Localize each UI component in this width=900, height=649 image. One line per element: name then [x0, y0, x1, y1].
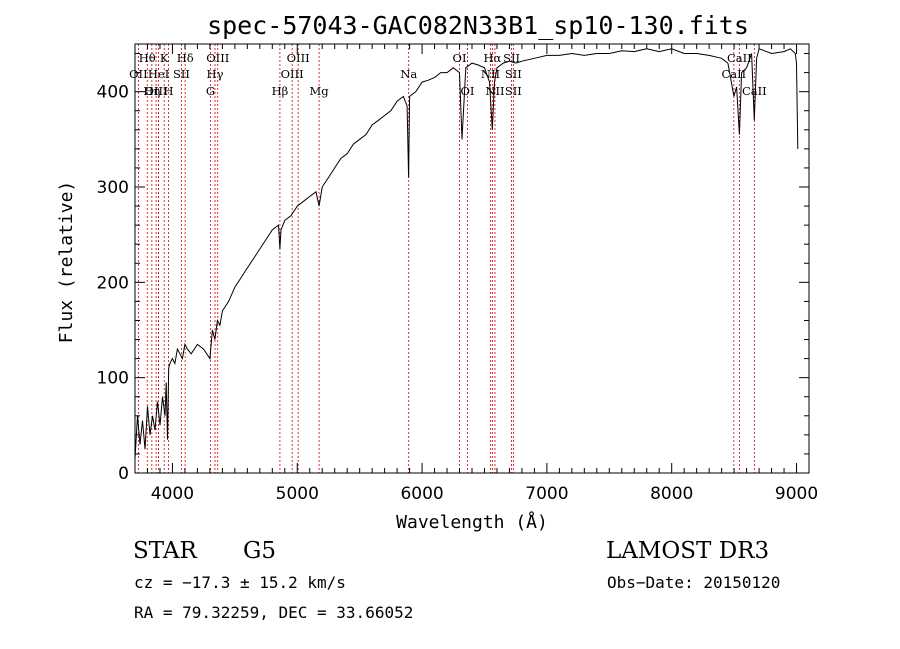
line-label: Hδ	[177, 51, 194, 65]
line-label: H	[164, 84, 174, 98]
line-label: HeI	[148, 67, 169, 81]
line-label: Hθ	[139, 51, 156, 65]
line-label: OII	[129, 67, 148, 81]
x-axis-label: Wavelength (Å)	[396, 511, 548, 533]
x-tick-label: 6000	[400, 484, 443, 504]
line-label: OI	[453, 51, 467, 65]
line-label: SII	[505, 67, 522, 81]
plot-frame	[134, 43, 810, 474]
line-label: OIII	[281, 67, 304, 81]
line-label: Hη	[143, 84, 160, 98]
line-label: SII	[173, 67, 190, 81]
line-label: NII	[485, 84, 504, 98]
line-label: OIII	[145, 84, 168, 98]
y-tick-label: 300	[97, 178, 129, 198]
y-tick-label: 200	[97, 273, 129, 293]
survey-name: LAMOST DR3	[606, 538, 770, 564]
y-axis-label: Flux (relative)	[56, 181, 77, 344]
y-tick-label: 0	[118, 464, 129, 484]
x-tick-label: 4000	[151, 484, 194, 504]
line-label: K	[160, 51, 169, 65]
line-label: Mg	[310, 84, 330, 98]
line-label: SII	[503, 51, 520, 65]
redshift-cz: cz = −17.3 ± 15.2 km/s	[134, 573, 346, 592]
x-tick-label: 7000	[525, 484, 568, 504]
y-tick-label: 100	[97, 369, 129, 389]
line-label: Hγ	[207, 67, 224, 81]
line-label: OIII	[206, 51, 229, 65]
object-class: STAR	[133, 538, 197, 564]
line-label: CaII	[721, 67, 746, 81]
spectrum-line	[134, 48, 799, 459]
coordinates: RA = 79.32259, DEC = 33.66052	[134, 603, 414, 622]
observation-date: Obs−Date: 20150120	[607, 573, 781, 592]
line-label: G	[206, 84, 215, 98]
object-subclass: G5	[243, 538, 277, 564]
line-label: CaII	[727, 51, 752, 65]
line-label: CaII	[742, 84, 767, 98]
line-label: Hα	[483, 51, 501, 65]
x-tick-label: 9000	[775, 484, 818, 504]
x-tick-label: 5000	[276, 484, 319, 504]
line-label: Na	[400, 67, 417, 81]
line-label: OIII	[287, 51, 310, 65]
axis-ticks	[134, 44, 810, 474]
y-tick-labels: 0 100 200 300 400	[97, 83, 129, 484]
chart-title: spec-57043-GAC082N33B1_sp10-130.fits	[207, 11, 749, 40]
line-label: SII	[505, 84, 522, 98]
line-label: NII	[481, 67, 500, 81]
x-tick-labels: 4000 5000 6000 7000 8000 9000	[151, 484, 818, 504]
y-tick-label: 400	[97, 83, 129, 103]
line-label: Hβ	[272, 84, 289, 98]
emission-line-markers	[137, 44, 755, 473]
x-tick-label: 8000	[650, 484, 693, 504]
line-label: OI	[461, 84, 475, 98]
